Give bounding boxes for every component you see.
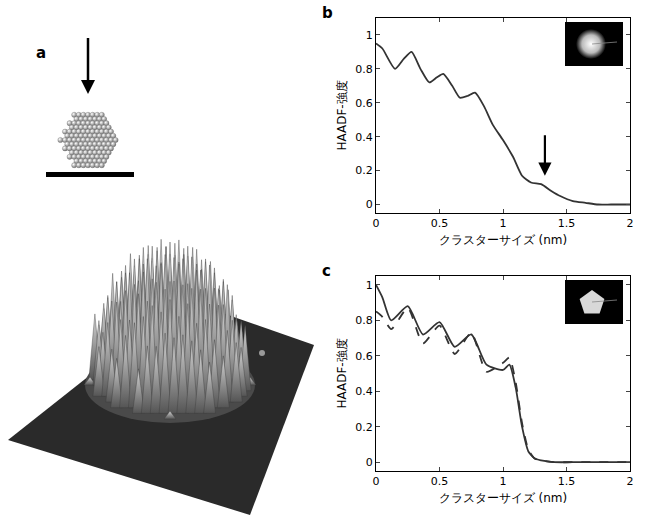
html-text:a: a xyxy=(36,44,47,62)
svg-text:0: 0 xyxy=(366,198,373,211)
svg-text:HAADF-強度: HAADF-強度 xyxy=(335,338,349,408)
svg-text:1.5: 1.5 xyxy=(558,475,576,488)
svg-text:0.4: 0.4 xyxy=(355,385,373,398)
svg-text:1.5: 1.5 xyxy=(558,217,576,230)
svg-text:1: 1 xyxy=(366,279,373,292)
svg-text:2: 2 xyxy=(627,217,634,230)
svg-text:0.8: 0.8 xyxy=(355,63,373,76)
svg-text:0.2: 0.2 xyxy=(355,164,373,177)
svg-text:0: 0 xyxy=(366,456,373,469)
svg-text:0: 0 xyxy=(373,475,380,488)
svg-text:0.4: 0.4 xyxy=(355,131,373,144)
svg-text:0.6: 0.6 xyxy=(355,350,373,363)
html-text:c: c xyxy=(322,262,331,280)
svg-text:0.5: 0.5 xyxy=(431,475,449,488)
svg-text:クラスターサイズ (nm): クラスターサイズ (nm) xyxy=(439,233,567,247)
svg-text:2: 2 xyxy=(627,475,634,488)
svg-text:0.8: 0.8 xyxy=(355,314,373,327)
svg-text:0: 0 xyxy=(373,217,380,230)
svg-text:0.2: 0.2 xyxy=(355,421,373,434)
svg-text:HAADF-強度: HAADF-強度 xyxy=(335,80,349,150)
html-text:b: b xyxy=(322,4,333,22)
svg-text:0.5: 0.5 xyxy=(431,217,449,230)
svg-text:1: 1 xyxy=(500,217,507,230)
svg-text:0.6: 0.6 xyxy=(355,97,373,110)
svg-text:1: 1 xyxy=(366,29,373,42)
svg-text:1: 1 xyxy=(500,475,507,488)
svg-text:クラスターサイズ (nm): クラスターサイズ (nm) xyxy=(439,491,567,505)
